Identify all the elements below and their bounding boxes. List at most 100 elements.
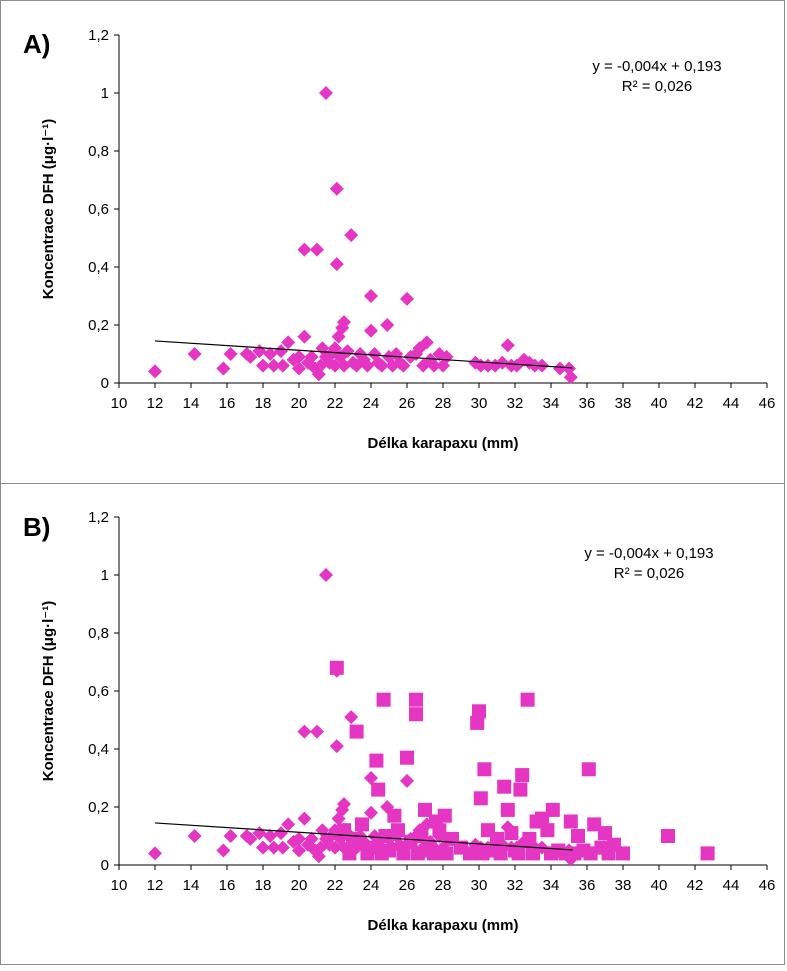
data-point-diamond: [319, 568, 333, 582]
data-point-diamond: [400, 773, 414, 788]
data-point-square: [378, 829, 393, 843]
data-point-diamond: [310, 242, 324, 257]
y-tick-label: 0: [101, 857, 109, 874]
data-point-square: [346, 831, 360, 846]
data-point-diamond: [223, 829, 238, 843]
data-point-square: [349, 724, 364, 739]
data-point-square: [616, 846, 630, 861]
x-tick-label: 32: [507, 395, 524, 412]
x-tick-label: 24: [363, 395, 380, 412]
data-point-square: [520, 692, 535, 707]
x-tick-label: 40: [651, 395, 668, 412]
x-tick-label: 14: [183, 877, 200, 894]
data-point-square: [369, 753, 384, 768]
data-point-square: [545, 802, 560, 817]
data-point-diamond: [263, 347, 278, 361]
data-point-diamond: [344, 228, 359, 243]
trendline-equation: y = -0,004x + 0,193: [592, 58, 721, 75]
x-tick-label: 28: [435, 395, 452, 412]
x-axis-label: Délka karapaxu (mm): [368, 435, 519, 452]
y-tick-label: 0,6: [88, 201, 109, 218]
data-point-diamond: [553, 361, 567, 376]
data-point-diamond: [329, 257, 344, 272]
data-point-diamond: [319, 86, 333, 100]
x-tick-label: 14: [183, 395, 200, 412]
data-point-diamond: [223, 347, 238, 361]
data-point-diamond: [364, 805, 378, 820]
x-tick-label: 22: [327, 395, 344, 412]
y-axis-label: Koncentrace DFH (μg·l⁻¹): [40, 601, 57, 781]
data-point-square: [504, 826, 519, 841]
x-tick-label: 30: [471, 877, 488, 894]
trendline-equation: y = -0,004x + 0,193: [584, 545, 713, 562]
data-point-diamond: [304, 349, 319, 364]
x-tick-label: 42: [687, 877, 704, 894]
data-point-diamond: [275, 840, 290, 855]
data-point-diamond: [328, 341, 342, 356]
data-point-square: [497, 779, 512, 794]
chart-panel-a: 0 0,2 0,4 0,6 0,8 1 1,2 10 12 14 16 18 20 22 24 26 28 30 3…: [0, 0, 785, 484]
data-point-diamond: [419, 335, 434, 350]
data-point-square: [598, 826, 612, 841]
data-point-square: [581, 762, 596, 777]
r-squared: R² = 0,026: [622, 78, 692, 95]
data-point-square: [463, 846, 477, 861]
data-point-diamond: [256, 840, 270, 855]
data-point-diamond: [266, 840, 281, 855]
x-tick-label: 22: [327, 877, 344, 894]
x-tick-label: 46: [759, 877, 776, 894]
x-axis-label: Délka karapaxu (mm): [368, 917, 519, 934]
scatter-chart-a: 0 0,2 0,4 0,6 0,8 1 1,2 10 12 14 16 18 20 22 24 26 28 30 3…: [23, 27, 776, 452]
data-point-diamond: [337, 315, 351, 330]
x-tick-label: 18: [255, 395, 272, 412]
x-tick-label: 28: [435, 877, 452, 894]
y-tick-label: 0,2: [88, 799, 109, 816]
x-tick-label: 32: [507, 877, 524, 894]
data-point-diamond: [380, 318, 395, 332]
data-point-diamond: [256, 358, 270, 373]
data-point-square: [526, 846, 540, 861]
data-point-diamond: [243, 831, 258, 846]
data-point-diamond: [292, 831, 306, 846]
x-tick-label: 36: [579, 877, 596, 894]
data-point-square: [473, 791, 488, 806]
y-tick-label: 0,2: [88, 317, 109, 334]
data-point-square: [661, 829, 675, 843]
x-tick-label: 46: [759, 395, 776, 412]
data-point-square: [544, 846, 558, 861]
data-point-diamond: [563, 370, 578, 385]
data-point-square: [515, 768, 530, 783]
data-point-square: [475, 846, 490, 861]
data-point-diamond: [360, 358, 375, 373]
data-point-square: [342, 846, 357, 861]
data-point-diamond: [292, 843, 306, 858]
x-tick-label: 10: [111, 877, 128, 894]
x-tick-label: 12: [147, 877, 164, 894]
data-point-diamond: [187, 829, 202, 843]
x-tick-label: 24: [363, 877, 380, 894]
y-tick-label: 1: [101, 567, 109, 584]
data-point-diamond: [281, 335, 296, 350]
data-point-diamond: [292, 361, 306, 376]
data-point-square: [409, 707, 423, 722]
data-point-square: [387, 808, 402, 823]
data-point-square: [418, 802, 432, 817]
data-point-diamond: [364, 323, 378, 338]
x-tick-label: 38: [615, 395, 632, 412]
data-point-diamond: [500, 338, 515, 353]
trendline: [154, 822, 573, 851]
data-point-diamond: [275, 358, 290, 373]
data-point-diamond: [329, 739, 344, 754]
data-point-square: [391, 823, 405, 838]
data-point-square: [396, 846, 411, 861]
y-tick-label: 0,8: [88, 143, 109, 160]
data-point-square: [540, 823, 555, 838]
data-point-square: [409, 692, 423, 707]
x-tick-label: 16: [219, 395, 236, 412]
data-point-square: [374, 846, 389, 861]
x-tick-label: 26: [399, 395, 416, 412]
data-point-square: [700, 846, 715, 861]
data-point-diamond: [344, 710, 359, 725]
x-tick-label: 34: [543, 877, 560, 894]
data-point-square: [403, 834, 418, 849]
